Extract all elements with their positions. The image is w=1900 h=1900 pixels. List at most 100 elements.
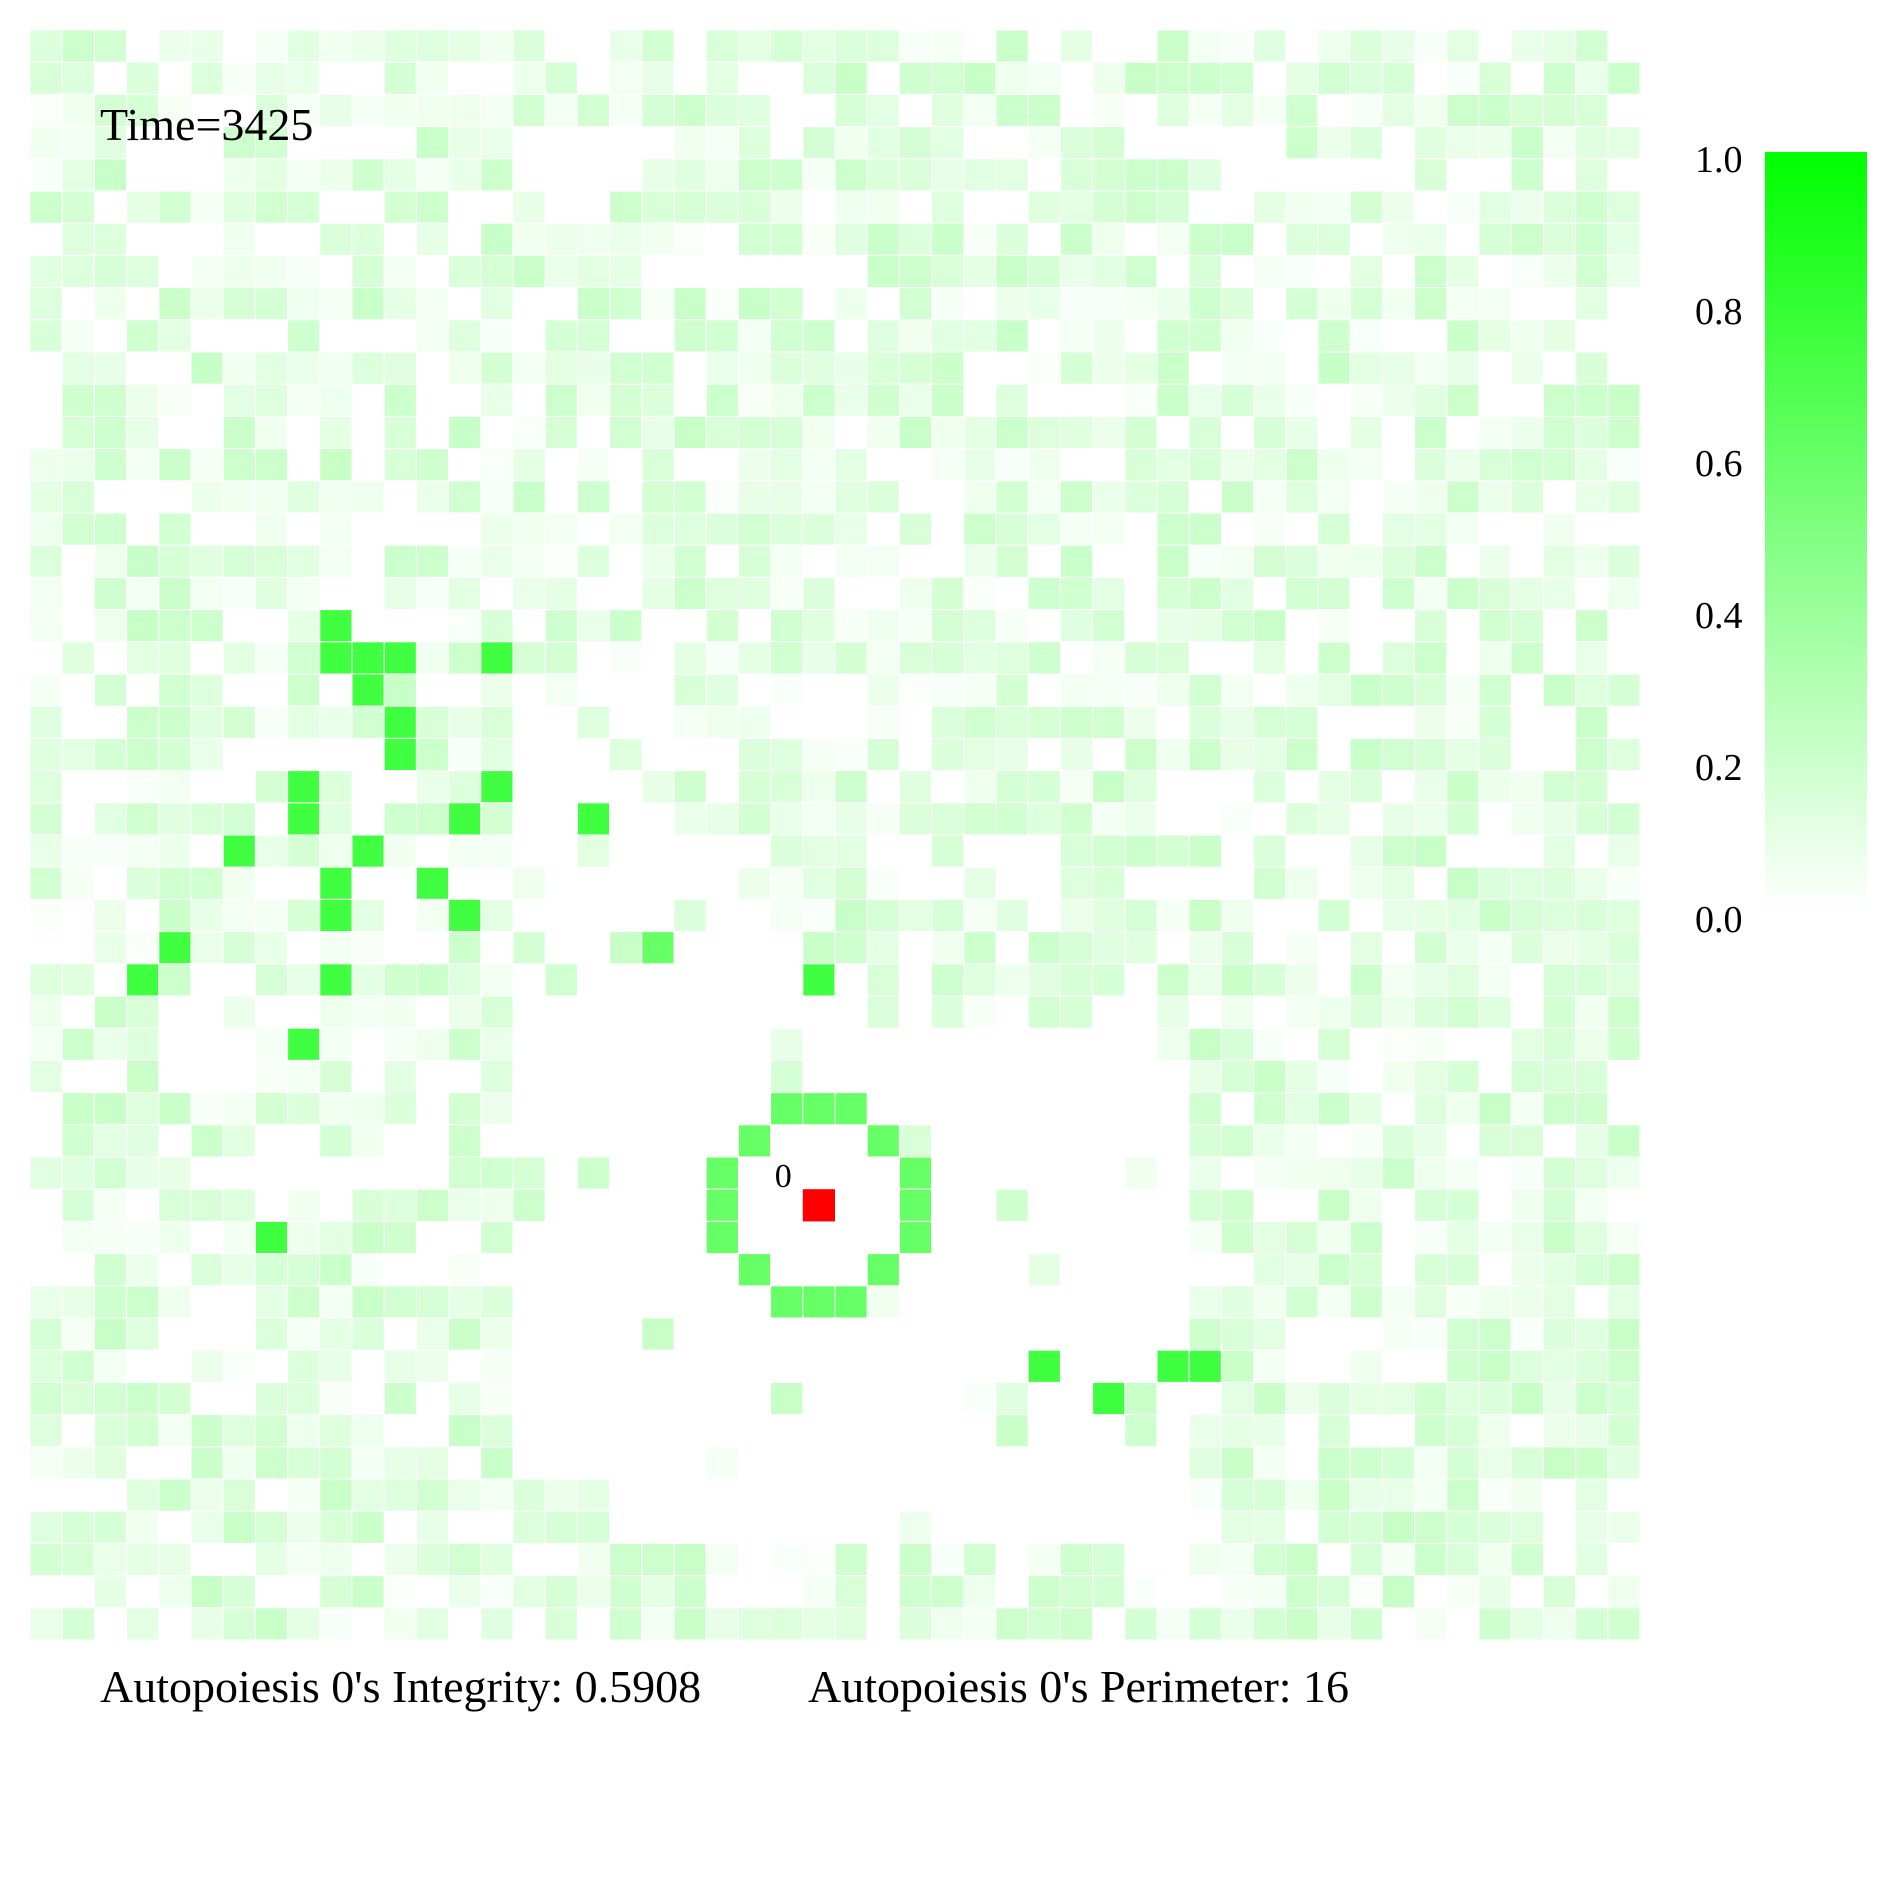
heatmap-cell — [158, 1478, 192, 1512]
heatmap-cell — [1220, 737, 1255, 772]
heatmap-cell — [1092, 480, 1126, 514]
heatmap-cell — [576, 93, 611, 128]
heatmap-cell — [1575, 963, 1609, 997]
heatmap-cell — [1542, 29, 1577, 63]
heatmap-cell — [190, 1575, 224, 1609]
heatmap-cell — [319, 995, 353, 1029]
heatmap-cell — [1253, 866, 1287, 900]
heatmap-cell — [1285, 1575, 1319, 1609]
heatmap-cell — [158, 1220, 192, 1255]
heatmap-cell — [448, 770, 482, 804]
heatmap-cell — [126, 319, 160, 353]
heatmap-cell — [963, 1575, 997, 1609]
heatmap-cell — [898, 415, 933, 450]
heatmap-cell — [93, 609, 128, 643]
heatmap-cell — [1059, 705, 1094, 739]
heatmap-cell — [705, 1156, 739, 1190]
heatmap-cell — [544, 544, 578, 578]
heatmap-cell — [898, 29, 933, 63]
heatmap-cell — [802, 1542, 836, 1577]
heatmap-cell — [641, 415, 675, 450]
heatmap-cell — [29, 834, 63, 868]
heatmap-cell — [415, 319, 450, 353]
heatmap-cell — [1446, 737, 1480, 772]
heatmap-cell — [319, 1253, 353, 1287]
heatmap-cell — [1349, 415, 1383, 450]
heatmap-cell — [158, 383, 192, 417]
heatmap-cell — [1027, 126, 1061, 160]
heatmap-cell — [931, 319, 965, 353]
heatmap-cell — [319, 448, 353, 482]
heatmap-cell — [641, 222, 675, 256]
heatmap-cell — [126, 576, 160, 611]
heatmap-cell — [1446, 93, 1480, 128]
heatmap-cell — [1414, 1317, 1448, 1351]
heatmap-cell — [1188, 1607, 1222, 1641]
heatmap-cell — [287, 1381, 321, 1416]
heatmap-cell — [29, 1317, 63, 1351]
heatmap-cell — [1446, 802, 1480, 836]
heatmap-cell — [1220, 222, 1255, 256]
heatmap-cell — [415, 190, 450, 224]
heatmap-cell — [770, 737, 804, 772]
heatmap-cell — [126, 641, 160, 675]
heatmap-cell — [641, 512, 675, 546]
heatmap-cell — [834, 512, 868, 546]
heatmap-cell — [1414, 834, 1448, 868]
heatmap-cell — [1446, 995, 1480, 1029]
heatmap-cell — [1253, 29, 1287, 63]
heatmap-cell — [995, 480, 1029, 514]
heatmap-cell — [1414, 1124, 1448, 1158]
heatmap-cell — [480, 1188, 514, 1222]
heatmap-cell — [254, 287, 289, 321]
heatmap-cell — [737, 29, 772, 63]
heatmap-cell — [1188, 898, 1222, 933]
heatmap-cell — [1349, 1381, 1383, 1416]
heatmap-cell — [126, 1124, 160, 1158]
heatmap-cell — [1414, 126, 1448, 160]
heatmap-cell — [1027, 287, 1061, 321]
heatmap-cell — [705, 576, 739, 611]
heatmap-cell — [1317, 1059, 1351, 1094]
heatmap-cell — [705, 351, 739, 385]
heatmap-cell — [1414, 576, 1448, 611]
heatmap-cell — [1381, 1124, 1416, 1158]
heatmap-cell — [1285, 1059, 1319, 1094]
heatmap-cell — [93, 287, 128, 321]
heatmap-cell — [1156, 351, 1190, 385]
heatmap-cell — [254, 963, 289, 997]
heatmap-cell — [1607, 963, 1641, 997]
heatmap-cell — [93, 512, 128, 546]
heatmap-cell — [61, 1317, 95, 1351]
heatmap-cell — [995, 383, 1029, 417]
heatmap-cell — [383, 254, 417, 289]
heatmap-cell — [1220, 609, 1255, 643]
heatmap-cell — [126, 770, 160, 804]
heatmap-cell — [222, 898, 256, 933]
heatmap-cell — [1124, 1607, 1158, 1641]
heatmap-cell — [222, 222, 256, 256]
heatmap-cell — [1607, 1124, 1641, 1158]
heatmap-cell — [963, 898, 997, 933]
heatmap-cell — [737, 512, 772, 546]
heatmap-cell — [1253, 1124, 1287, 1158]
heatmap-cell — [1381, 673, 1416, 707]
heatmap-cell — [576, 319, 611, 353]
heatmap-cell — [1575, 1542, 1609, 1577]
heatmap-cell — [1607, 383, 1641, 417]
heatmap-cell — [737, 319, 772, 353]
heatmap-cell — [158, 1092, 192, 1126]
heatmap-cell — [1156, 576, 1190, 611]
heatmap-cell — [1542, 834, 1577, 868]
heatmap-cell — [1253, 1156, 1287, 1190]
heatmap-cell — [190, 1188, 224, 1222]
heatmap-cell — [351, 1478, 385, 1512]
heatmap-cell — [1575, 1414, 1609, 1448]
heatmap-cell — [866, 1285, 900, 1319]
heatmap-cell — [866, 544, 900, 578]
heatmap-cell — [415, 1478, 450, 1512]
heatmap-cell — [995, 1414, 1029, 1448]
heatmap-cell — [222, 190, 256, 224]
heatmap-cell — [737, 287, 772, 321]
heatmap-cell — [641, 93, 675, 128]
